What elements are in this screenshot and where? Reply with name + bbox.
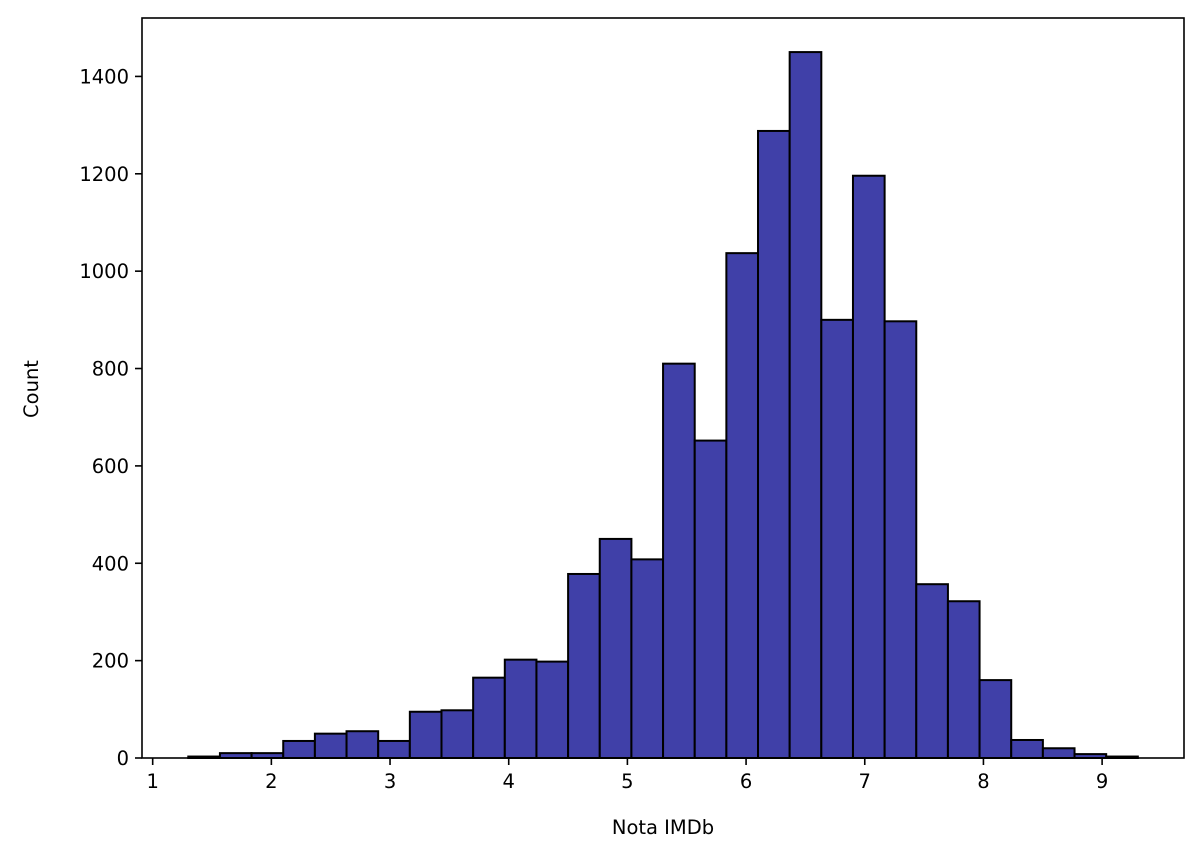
histogram-bar <box>883 320 918 759</box>
histogram-bar <box>282 739 316 759</box>
x-axis-ticks: 1 2 3 4 5 6 7 8 9 <box>146 758 1108 793</box>
y-tick-label: 200 <box>92 650 129 673</box>
y-tick-label: 600 <box>92 455 129 478</box>
histogram-bar <box>662 362 696 759</box>
x-tick-label: 3 <box>384 770 396 793</box>
y-tick-label: 400 <box>92 552 129 575</box>
histogram-bar <box>567 572 601 760</box>
y-tick-label: 1000 <box>79 260 129 283</box>
histogram-bar <box>313 732 348 760</box>
x-tick-label: 2 <box>265 770 277 793</box>
histogram-bar <box>693 439 728 759</box>
x-tick-label: 4 <box>503 770 515 793</box>
histogram-bar <box>1041 747 1076 760</box>
histogram-bar <box>440 709 475 760</box>
histogram-bar <box>598 537 633 760</box>
histogram-bar <box>757 129 791 759</box>
plot-area-frame <box>141 17 1185 759</box>
histogram-bar <box>503 658 538 759</box>
y-tick-label: 1400 <box>79 65 129 88</box>
y-tick-label: 800 <box>92 358 129 381</box>
histogram-bar <box>535 660 570 760</box>
x-tick-label: 6 <box>740 770 752 793</box>
histogram-bar <box>1010 738 1044 759</box>
x-tick-label: 1 <box>146 770 158 793</box>
x-tick-label: 5 <box>621 770 633 793</box>
histogram-bar <box>978 679 1013 760</box>
x-tick-label: 8 <box>977 770 989 793</box>
x-tick-label: 7 <box>859 770 871 793</box>
x-axis-label: Nota IMDb <box>612 816 714 839</box>
y-axis-ticks: 0 200 400 600 800 1000 1200 1400 <box>79 65 142 770</box>
histogram-bar <box>820 318 854 759</box>
histogram-bar <box>377 739 411 759</box>
x-tick-label: 9 <box>1096 770 1108 793</box>
histogram-bar <box>915 583 949 760</box>
histogram-bar <box>630 558 665 759</box>
histogram-bar <box>851 174 886 760</box>
y-tick-label: 1200 <box>79 163 129 186</box>
histogram-bar <box>946 600 981 759</box>
histogram-bars <box>187 51 1139 760</box>
y-axis-label: Count <box>20 360 43 418</box>
histogram-bar <box>408 710 443 759</box>
histogram-bar <box>788 51 823 760</box>
y-tick-label: 0 <box>117 747 129 770</box>
histogram-bar <box>725 252 760 759</box>
histogram-bar <box>472 676 506 760</box>
histogram-bar <box>345 730 380 760</box>
